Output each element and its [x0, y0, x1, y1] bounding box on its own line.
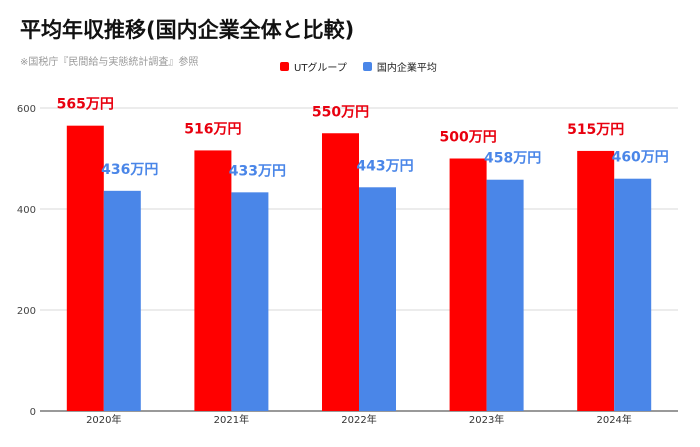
data-label-ut-group-0: 565万円 — [57, 97, 114, 113]
x-tick-4: 2024年 — [596, 413, 631, 426]
x-tick-3: 2023年 — [469, 413, 504, 426]
bar-ut-group-2 — [322, 133, 359, 411]
data-label-ut-group-2: 550万円 — [312, 104, 369, 120]
bar-ut-group-0 — [66, 125, 104, 412]
x-tick-0: 2020年 — [86, 413, 121, 426]
data-label-domestic-average-4: 460万円 — [612, 150, 669, 166]
legend-swatch-domestic-average — [362, 62, 372, 71]
legend-swatch-ut-group — [280, 62, 289, 71]
chart-subtitle: ※国税庁『民間給与実態統計調査』参照 — [20, 57, 199, 68]
bar-domestic-average-4 — [614, 178, 652, 411]
bar-domestic-average-0 — [103, 190, 141, 411]
x-tick-1: 2021年 — [214, 413, 249, 426]
data-label-domestic-average-1: 433万円 — [229, 163, 286, 179]
legend-item-ut-group: UTグループ — [280, 59, 347, 74]
legend: UTグループ 国内企業平均 — [280, 59, 453, 74]
y-tick-600: 600 — [17, 104, 36, 115]
bar-ut-group-4 — [577, 150, 615, 412]
y-tick-400: 400 — [17, 205, 36, 216]
y-tick-0: 0 — [30, 407, 36, 418]
legend-label-domestic-average: 国内企業平均 — [376, 63, 437, 74]
data-label-domestic-average-2: 443万円 — [356, 158, 413, 174]
chart-title: 平均年収推移(国内企業全体と比較) — [20, 18, 355, 42]
bar-domestic-average-1 — [231, 192, 269, 411]
data-label-ut-group-1: 516万円 — [184, 121, 241, 137]
bar-ut-group-1 — [194, 150, 232, 412]
data-label-ut-group-4: 515万円 — [567, 122, 624, 138]
data-label-domestic-average-3: 458万円 — [484, 151, 541, 167]
y-tick-200: 200 — [17, 306, 36, 317]
legend-item-domestic-average: 国内企業平均 — [362, 59, 437, 74]
legend-label-ut-group: UTグループ — [294, 63, 347, 74]
bar-domestic-average-2 — [359, 187, 396, 411]
data-label-domestic-average-0: 436万円 — [101, 162, 158, 178]
x-tick-2: 2022年 — [341, 413, 376, 426]
bar-ut-group-3 — [449, 158, 487, 411]
data-label-ut-group-3: 500万円 — [439, 130, 496, 146]
bar-domestic-average-3 — [486, 179, 524, 411]
